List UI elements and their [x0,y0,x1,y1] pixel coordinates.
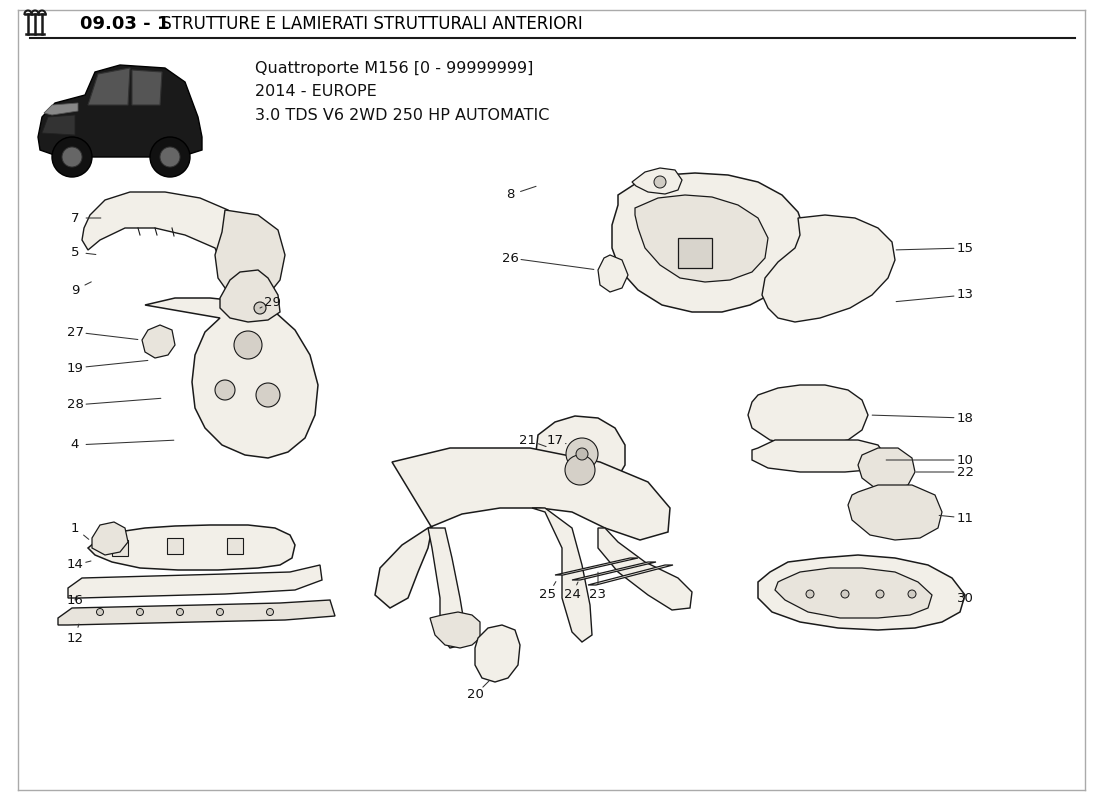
Text: 18: 18 [957,411,974,425]
Polygon shape [556,558,638,575]
Text: 11: 11 [957,511,974,525]
Polygon shape [858,448,915,490]
Text: 9: 9 [70,283,79,297]
Polygon shape [532,508,592,642]
Polygon shape [132,70,162,105]
Polygon shape [632,168,682,194]
Circle shape [217,609,223,615]
Polygon shape [112,540,128,556]
Circle shape [806,590,814,598]
Text: 27: 27 [66,326,84,338]
Text: 3.0 TDS V6 2WD 250 HP AUTOMATIC: 3.0 TDS V6 2WD 250 HP AUTOMATIC [255,109,549,123]
Circle shape [234,331,262,359]
Text: 2014 - EUROPE: 2014 - EUROPE [255,85,376,99]
Polygon shape [612,173,805,312]
Polygon shape [748,385,868,445]
Text: 19: 19 [67,362,84,374]
Text: 22: 22 [957,466,974,478]
Circle shape [576,448,588,460]
Text: 8: 8 [506,189,514,202]
Polygon shape [430,612,480,648]
Polygon shape [227,538,243,554]
Polygon shape [145,298,318,458]
Text: 17: 17 [547,434,563,446]
Circle shape [908,590,916,598]
Polygon shape [42,115,75,135]
Polygon shape [598,255,628,292]
Polygon shape [536,416,625,492]
Polygon shape [88,525,295,570]
Text: 4: 4 [70,438,79,451]
Polygon shape [428,528,465,648]
Circle shape [160,147,180,167]
Polygon shape [588,565,673,585]
Text: 26: 26 [502,251,518,265]
Polygon shape [58,600,336,625]
Polygon shape [776,568,932,618]
Polygon shape [68,565,322,598]
Circle shape [52,137,92,177]
Text: Quattroporte M156 [0 - 99999999]: Quattroporte M156 [0 - 99999999] [255,61,534,75]
Text: 16: 16 [67,594,84,606]
Text: 28: 28 [67,398,84,411]
Polygon shape [848,485,942,540]
Circle shape [876,590,884,598]
Circle shape [254,302,266,314]
Text: 30: 30 [957,591,974,605]
Text: 29: 29 [264,295,280,309]
Polygon shape [44,103,78,115]
Polygon shape [678,238,712,268]
Circle shape [136,609,143,615]
Polygon shape [758,555,965,630]
Polygon shape [82,192,258,278]
Polygon shape [752,440,886,472]
Polygon shape [762,215,895,322]
Circle shape [214,380,235,400]
Text: 10: 10 [957,454,974,466]
Text: 7: 7 [70,211,79,225]
Text: 09.03 - 1: 09.03 - 1 [80,15,169,33]
Text: 24: 24 [563,589,581,602]
Circle shape [566,438,598,470]
Polygon shape [475,625,520,682]
Circle shape [565,455,595,485]
Text: 21: 21 [519,434,537,446]
Polygon shape [142,325,175,358]
Circle shape [256,383,280,407]
Circle shape [654,176,666,188]
Polygon shape [220,270,280,322]
Circle shape [842,590,849,598]
Circle shape [97,609,103,615]
Text: STRUTTURE E LAMIERATI STRUTTURALI ANTERIORI: STRUTTURE E LAMIERATI STRUTTURALI ANTERI… [156,15,583,33]
Text: 1: 1 [70,522,79,534]
Text: 13: 13 [957,289,974,302]
Polygon shape [39,65,202,157]
Text: 12: 12 [66,631,84,645]
Polygon shape [214,210,285,300]
Polygon shape [167,538,183,554]
Text: 15: 15 [957,242,974,254]
Text: 23: 23 [590,589,606,602]
Polygon shape [635,195,768,282]
Polygon shape [572,562,656,580]
Text: 14: 14 [67,558,84,571]
Circle shape [150,137,190,177]
Circle shape [176,609,184,615]
Polygon shape [88,68,130,105]
Text: 25: 25 [539,589,557,602]
Text: 20: 20 [466,689,483,702]
Text: 5: 5 [70,246,79,258]
Circle shape [62,147,82,167]
Polygon shape [92,522,128,555]
Polygon shape [598,528,692,610]
Polygon shape [375,448,670,608]
Circle shape [266,609,274,615]
